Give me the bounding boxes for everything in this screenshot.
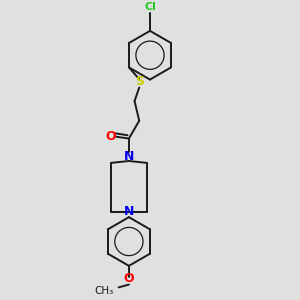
Text: CH₃: CH₃	[95, 286, 114, 296]
Text: N: N	[124, 150, 134, 163]
Text: O: O	[106, 130, 116, 143]
Text: N: N	[124, 205, 134, 218]
Text: O: O	[124, 272, 134, 286]
Text: Cl: Cl	[144, 2, 156, 12]
Text: S: S	[135, 75, 144, 88]
